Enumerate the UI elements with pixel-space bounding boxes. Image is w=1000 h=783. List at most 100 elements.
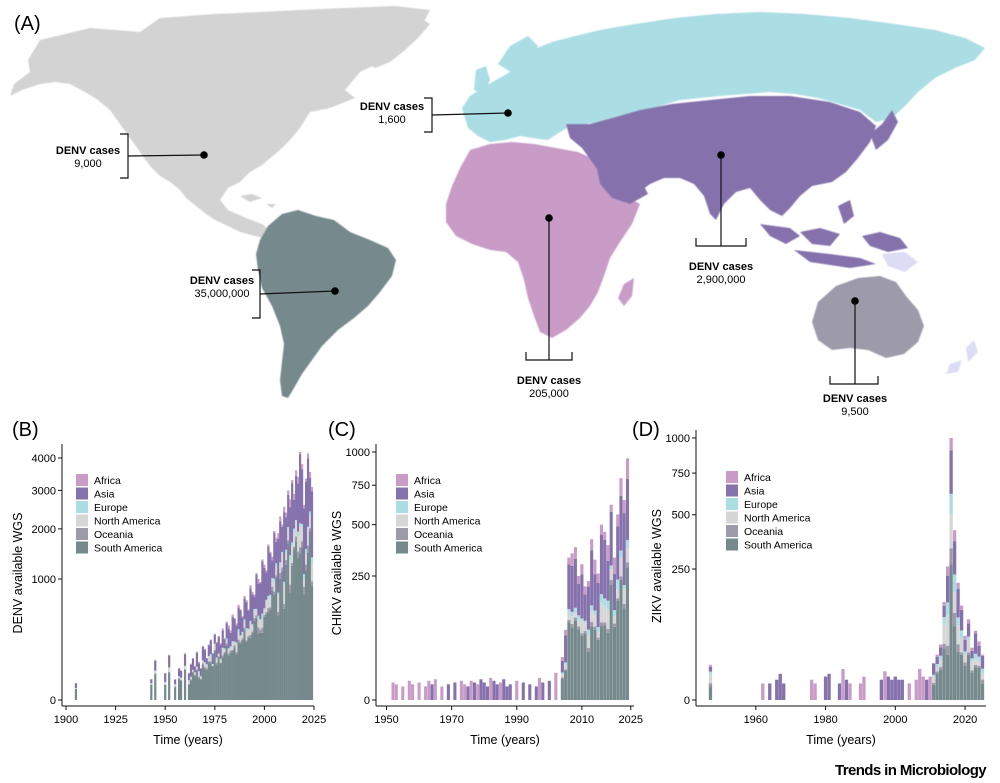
- bar-segment-south-america: [977, 667, 981, 700]
- x-axis-label: Time (years): [470, 733, 540, 747]
- bar-segment-north-america: [197, 672, 201, 677]
- bar-stack: [299, 452, 302, 700]
- bar-segment-asia: [430, 684, 434, 700]
- bar-segment-africa: [590, 539, 594, 551]
- bar-segment-asia: [593, 574, 597, 611]
- bar-segment-oceania: [567, 619, 571, 623]
- bar-segment-oceania: [168, 671, 171, 674]
- callout-dot: [504, 109, 512, 117]
- bar-stack: [590, 539, 594, 700]
- bar-segment-north-america: [174, 684, 177, 687]
- bar-segment-oceania: [300, 541, 304, 548]
- legend-label-europe: Europe: [94, 502, 128, 514]
- bar-stack: [255, 573, 258, 700]
- bar-segment-oceania: [191, 671, 195, 673]
- bar-stack: [249, 585, 252, 700]
- bar-segment-europe: [265, 599, 268, 602]
- bar-segment-africa: [809, 679, 814, 700]
- oceania-region: [812, 276, 924, 358]
- x-tick-label: 2000: [252, 714, 276, 726]
- bar-segment-africa: [625, 458, 630, 479]
- bar-segment-north-america: [619, 557, 623, 577]
- bar-segment-africa: [583, 586, 587, 595]
- bar-segment-europe: [963, 651, 967, 655]
- bar-stack: [479, 679, 483, 700]
- bar-stack: [498, 682, 503, 700]
- bar-segment-north-america: [612, 616, 617, 624]
- bar-stack: [199, 667, 203, 700]
- bar-segment-oceania: [977, 665, 981, 668]
- bar-segment-south-america: [310, 586, 314, 700]
- bar-segment-oceania: [253, 618, 256, 622]
- bar-stack: [476, 684, 480, 700]
- bar-segment-north-america: [237, 632, 240, 640]
- bar-stack: [485, 686, 490, 700]
- bar-segment-asia: [302, 508, 306, 575]
- bar-stack: [257, 578, 260, 700]
- bar-segment-north-america: [243, 621, 246, 628]
- bar-segment-europe: [257, 615, 260, 619]
- bar-segment-north-america: [942, 625, 946, 644]
- bar-segment-asia: [466, 686, 470, 700]
- bar-stack: [193, 665, 197, 700]
- bar-segment-north-america: [570, 616, 574, 624]
- bar-segment-north-america: [291, 546, 294, 563]
- bar-segment-asia: [291, 483, 294, 543]
- bar-segment-south-america: [612, 626, 617, 700]
- bar-stack: [939, 644, 943, 700]
- bar-segment-europe: [209, 654, 212, 656]
- legend-swatch-oceania: [76, 528, 88, 540]
- bar-stack: [768, 683, 772, 700]
- bar-segment-north-america: [606, 609, 610, 629]
- bar-segment-north-america: [977, 660, 981, 666]
- bar-segment-south-america: [275, 578, 278, 700]
- x-tick-label: 1900: [54, 714, 78, 726]
- bar-stack: [251, 591, 254, 700]
- bar-segment-south-america: [609, 584, 613, 700]
- bar-segment-asia: [564, 635, 568, 663]
- bar-segment-north-america: [74, 688, 78, 689]
- bar-stack: [221, 628, 224, 700]
- bar-segment-asia: [446, 684, 450, 700]
- bar-segment-asia: [541, 682, 545, 700]
- bar-segment-oceania: [297, 551, 300, 558]
- bar-segment-europe: [203, 662, 206, 663]
- bar-stack: [306, 453, 310, 700]
- bar-segment-africa: [417, 682, 421, 700]
- bar-segment-south-america: [306, 552, 310, 700]
- bar-segment-north-america: [577, 619, 581, 627]
- bar-segment-south-america: [300, 547, 304, 700]
- y-tick-label: 4000: [32, 453, 56, 465]
- bar-segment-north-america: [215, 658, 218, 663]
- bar-segment-north-america: [168, 668, 171, 672]
- bar-stack: [302, 504, 306, 700]
- bar-stack: [599, 524, 603, 700]
- bar-stack: [424, 686, 428, 700]
- bar-segment-north-america: [289, 560, 292, 585]
- bar-segment-europe: [977, 656, 981, 661]
- bar-stack: [463, 684, 467, 700]
- bar-segment-europe: [207, 656, 210, 657]
- bar-segment-north-america: [956, 625, 960, 645]
- bar-segment-south-america: [199, 679, 203, 700]
- bar-segment-asia: [590, 550, 594, 606]
- callout-value: 1,600: [378, 114, 406, 126]
- bar-segment-asia: [199, 668, 203, 677]
- bar-segment-europe: [603, 598, 607, 607]
- bar-segment-oceania: [215, 662, 218, 665]
- bar-segment-africa: [299, 452, 302, 455]
- bar-stack: [401, 686, 405, 700]
- bar-segment-europe: [259, 619, 262, 622]
- bar-segment-africa: [619, 478, 623, 496]
- bar-segment-asia: [505, 686, 509, 700]
- bar-segment-south-america: [708, 686, 713, 700]
- bar-stack: [622, 500, 626, 700]
- bar-segment-africa: [189, 663, 193, 665]
- greenland-region: [330, 10, 430, 68]
- bar-segment-south-america: [245, 641, 248, 700]
- bar-segment-africa: [243, 595, 246, 599]
- bar-segment-north-america: [580, 620, 584, 634]
- bar-segment-africa: [949, 438, 953, 451]
- bar-segment-africa: [586, 581, 590, 587]
